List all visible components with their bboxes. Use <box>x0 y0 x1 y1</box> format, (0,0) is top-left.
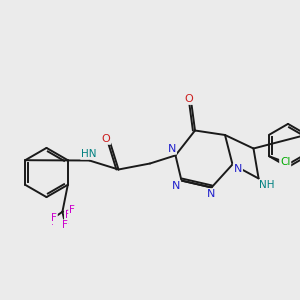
Text: N: N <box>207 189 216 199</box>
Text: N: N <box>168 144 176 154</box>
Text: F: F <box>63 223 69 233</box>
Text: O: O <box>184 94 193 104</box>
Text: Cl: Cl <box>280 157 290 167</box>
Text: F: F <box>65 210 71 220</box>
Text: N: N <box>172 181 180 191</box>
Text: F: F <box>69 205 75 215</box>
Text: HN: HN <box>81 149 97 159</box>
Text: F: F <box>51 213 57 224</box>
Text: O: O <box>101 134 110 144</box>
Text: F: F <box>62 220 68 230</box>
Text: N: N <box>234 164 242 174</box>
Text: F: F <box>51 217 57 227</box>
Text: NH: NH <box>259 180 275 190</box>
